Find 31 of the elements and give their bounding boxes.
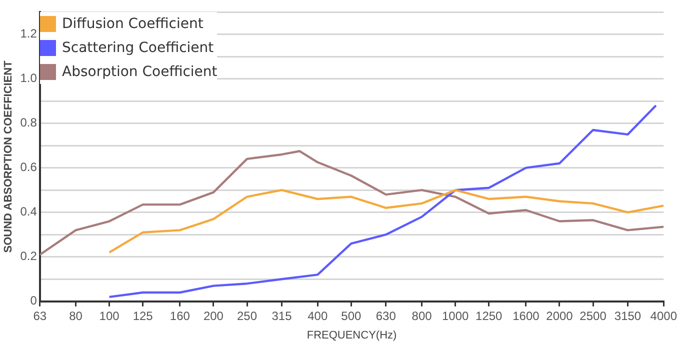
x-tick-label: 1250 (476, 308, 503, 323)
x-tick-label: 4000 (650, 308, 678, 323)
y-axis-title: SOUND ABSORPTION COEFFICIENT (2, 60, 15, 253)
x-tick-label: 125 (132, 308, 154, 323)
legend-label: Diffusion Coefficient (62, 15, 204, 34)
x-tick-label: 80 (69, 308, 83, 323)
x-tick-label: 63 (33, 308, 47, 323)
x-tick-label: 100 (99, 308, 120, 323)
x-tick-label: 1000 (442, 308, 469, 323)
y-tick-label: 1.2 (20, 26, 38, 41)
x-tick-label: 200 (203, 308, 224, 323)
x-tick-label: 1600 (512, 308, 540, 323)
x-tick-label: 3150 (614, 308, 642, 323)
legend-label: Absorption Coefficient (62, 63, 218, 82)
y-tick-label: 0.2 (20, 249, 38, 264)
x-tick-label: 250 (236, 308, 258, 323)
y-tick-label: 0 (30, 294, 38, 308)
x-tick-label: 2500 (580, 308, 607, 323)
x-tick-label: 2000 (546, 308, 574, 323)
x-tick-label: 500 (341, 308, 362, 323)
x-tick-label: 400 (308, 308, 328, 323)
legend-label: Scattering Coefficient (62, 39, 214, 58)
y-tick-label: 0.4 (20, 204, 38, 219)
x-tick-label: 800 (412, 308, 432, 323)
y-tick-label: 0.8 (20, 116, 38, 130)
x-tick-label: 315 (272, 308, 292, 323)
x-tick-label: 160 (170, 308, 190, 323)
y-tick-label: 0.6 (20, 160, 38, 174)
x-tick-label: 630 (376, 308, 396, 323)
x-axis-title: FREQUENCY(Hz) (306, 329, 397, 342)
y-tick-label: 1.0 (20, 71, 38, 86)
